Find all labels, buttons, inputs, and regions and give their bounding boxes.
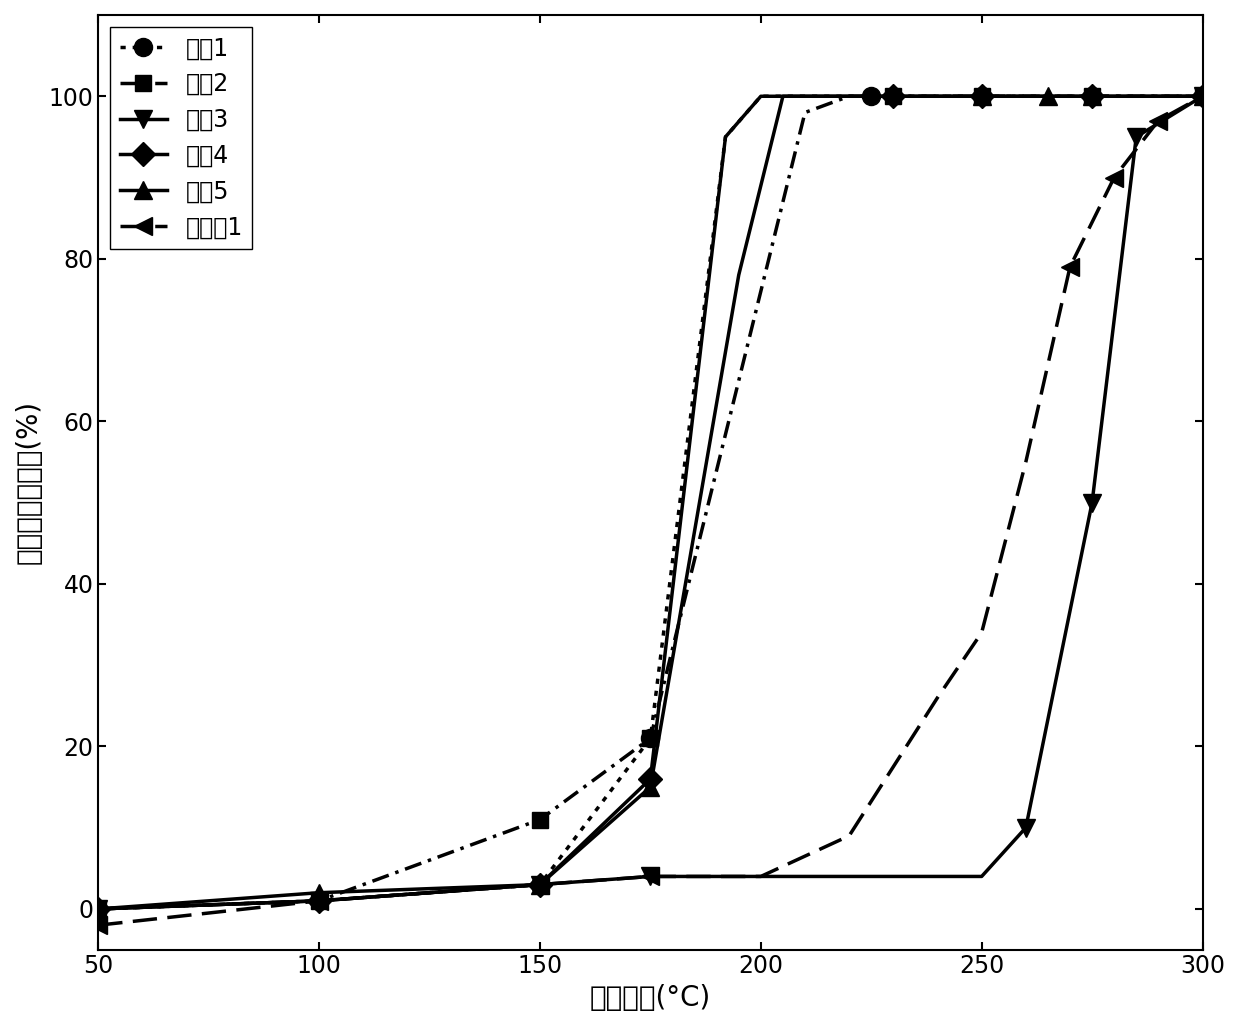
Y-axis label: 乙酸乙酯转化率(%): 乙酸乙酯转化率(%) (15, 401, 43, 565)
Legend: 实例1, 实例2, 实例3, 实例4, 实例5, 对比例1: 实例1, 实例2, 实例3, 实例4, 实例5, 对比例1 (110, 27, 253, 249)
X-axis label: 反应温度(°C): 反应温度(°C) (590, 984, 711, 1012)
